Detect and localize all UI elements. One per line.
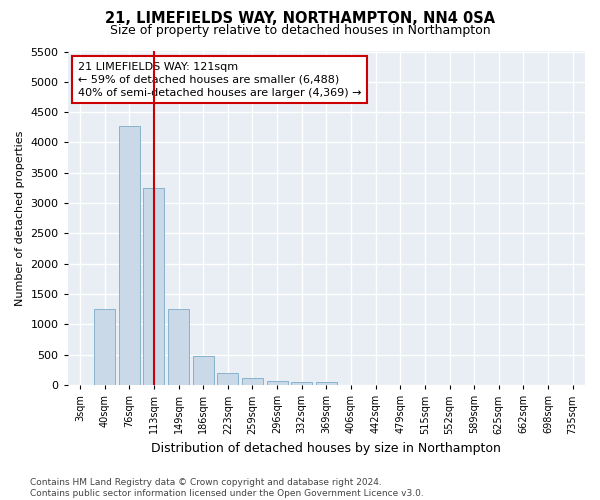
Bar — [168, 310, 189, 385]
Bar — [143, 188, 164, 385]
X-axis label: Distribution of detached houses by size in Northampton: Distribution of detached houses by size … — [151, 442, 501, 455]
Text: Contains HM Land Registry data © Crown copyright and database right 2024.
Contai: Contains HM Land Registry data © Crown c… — [30, 478, 424, 498]
Bar — [242, 378, 263, 385]
Bar — [316, 382, 337, 385]
Y-axis label: Number of detached properties: Number of detached properties — [15, 130, 25, 306]
Bar — [119, 126, 140, 385]
Text: 21 LIMEFIELDS WAY: 121sqm
← 59% of detached houses are smaller (6,488)
40% of se: 21 LIMEFIELDS WAY: 121sqm ← 59% of detac… — [78, 62, 362, 98]
Bar — [94, 310, 115, 385]
Bar — [291, 382, 312, 385]
Text: Size of property relative to detached houses in Northampton: Size of property relative to detached ho… — [110, 24, 490, 37]
Bar — [266, 380, 287, 385]
Text: 21, LIMEFIELDS WAY, NORTHAMPTON, NN4 0SA: 21, LIMEFIELDS WAY, NORTHAMPTON, NN4 0SA — [105, 11, 495, 26]
Bar — [217, 373, 238, 385]
Bar — [193, 356, 214, 385]
